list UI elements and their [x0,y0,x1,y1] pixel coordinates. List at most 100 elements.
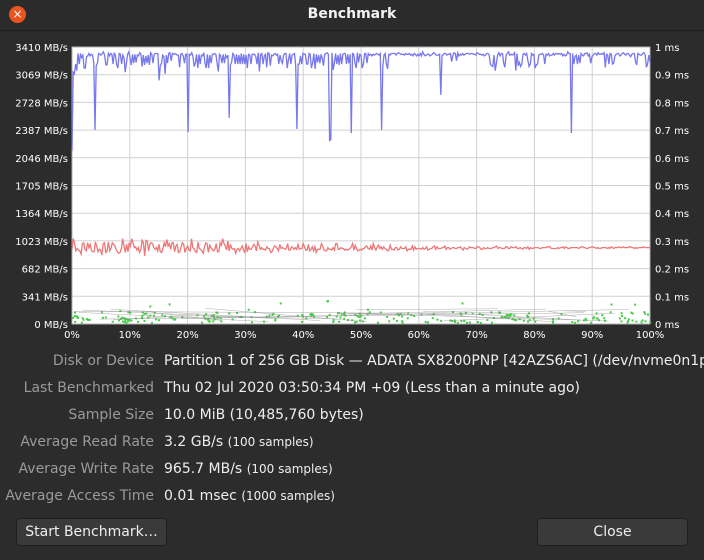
y-right-tick-label: 0.6 ms [655,154,689,165]
access-time-point [301,313,304,316]
access-time-point [603,317,606,320]
start-benchmark-button[interactable]: Start Benchmark… [16,518,167,546]
access-time-point [465,321,468,324]
access-time-value: 0.01 msec [164,488,237,504]
access-time-point [424,321,427,324]
window-title: Benchmark [307,6,397,22]
access-time-point [621,315,624,318]
access-time-point [210,314,213,317]
access-time-point [577,320,580,323]
access-time-point [168,303,171,306]
y-right-tick-label: 0.8 ms [655,98,689,109]
access-time-point [643,311,646,314]
access-time-point [326,316,329,319]
x-tick-label: 40% [292,330,314,341]
disk-label: Disk or Device [52,353,154,369]
access-time-point [278,314,281,317]
access-time-point [100,311,103,314]
x-tick-label: 100% [636,330,665,341]
access-time-point [73,315,76,318]
access-time-point [150,321,153,324]
access-time-point [522,319,525,322]
access-time-point [574,321,577,324]
access-time-point [271,313,274,316]
access-time-point [216,311,219,314]
access-time-point [228,312,231,315]
y-right-tick-label: 0.7 ms [655,126,689,137]
read-rate-value-wrap: 3.2 GB/s (100 samples) [164,434,314,450]
access-time-point [386,315,389,318]
access-time-point [208,320,211,323]
access-time-seek-line [78,312,269,322]
access-time-point [117,315,120,318]
x-tick-label: 60% [408,330,430,341]
access-time-point [413,315,416,318]
access-time-point [111,320,114,323]
access-time-point [452,310,455,313]
access-time-point [357,315,360,318]
access-time-point [610,303,613,306]
access-time-point [313,315,316,318]
access-time-point [123,321,126,324]
access-time-point [363,317,366,320]
access-time-point [436,318,439,321]
y-left-tick-label: 341 MB/s [22,292,68,303]
access-time-point [339,316,342,319]
access-time-point [463,319,466,322]
access-time-point [356,315,359,318]
access-time-point [649,321,652,324]
access-time-point [427,321,430,324]
access-time-point [479,321,482,324]
access-time-seek-line [99,312,585,320]
access-time-point [499,311,502,314]
x-tick-label: 50% [350,330,372,341]
access-time-point [359,315,362,318]
access-time-point [201,321,204,324]
y-right-tick-label: 0.5 ms [655,182,689,193]
access-time-point [279,302,282,305]
access-time-point [644,312,647,315]
access-time-point [343,317,346,320]
access-time-point [592,317,595,320]
access-time-point [137,320,140,323]
info-row-disk: Disk or Device Partition 1 of 256 GB Dis… [0,353,704,375]
access-time-point [332,319,335,322]
access-time-point [340,313,343,316]
access-time-point [203,315,206,318]
y-left-tick-label: 2387 MB/s [15,126,68,137]
access-time-point [101,316,104,319]
access-time-point [301,320,304,323]
access-time-point [640,321,643,324]
close-button[interactable]: Close [537,518,688,546]
y-left-tick-label: 3410 MB/s [15,43,68,54]
access-time-point [81,317,84,320]
access-time-point [552,321,555,324]
access-time-point [477,321,480,324]
access-time-point [368,311,371,314]
access-time-point [624,317,627,320]
access-time-point [338,320,341,323]
access-time-point [212,320,215,323]
access-time-point [526,314,529,317]
access-time-point [121,320,124,323]
y-right-tick-label: 0.3 ms [655,237,689,248]
access-time-seek-line [110,308,321,321]
access-time-point [513,318,516,321]
access-time-point [528,318,531,321]
access-time-point [213,318,216,321]
access-time-point [326,300,329,303]
access-time-point [461,302,464,305]
sample-size-label: Sample Size [68,407,154,423]
access-time-point [620,320,623,323]
access-time-point [377,321,380,324]
access-time-point [119,310,122,313]
access-time-point [515,319,518,322]
access-time-point [505,316,508,319]
access-time-point [231,318,234,321]
access-time-point [527,320,530,323]
access-time-seek-line [337,312,609,322]
close-window-button[interactable]: × [9,6,26,23]
access-time-point [471,312,474,315]
access-time-point [76,316,79,319]
access-time-point [459,312,462,315]
